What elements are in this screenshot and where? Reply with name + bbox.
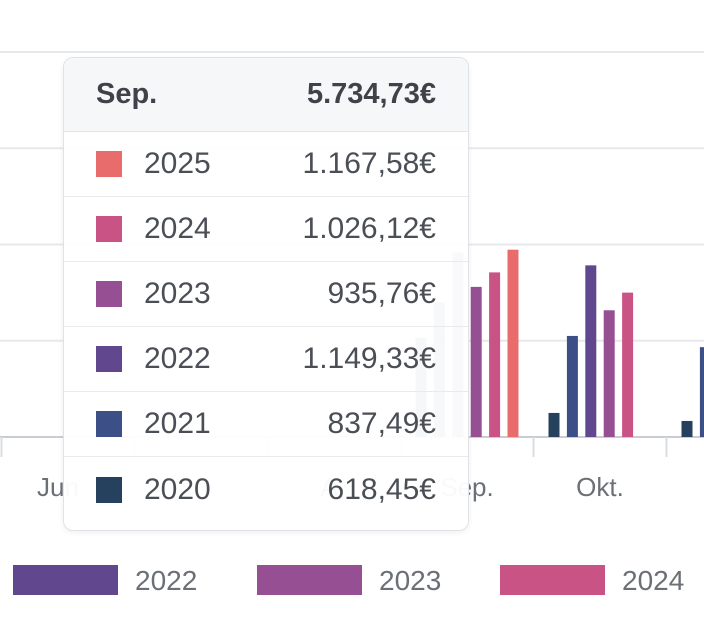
tooltip-value: 1.149,33€ (302, 342, 436, 375)
tooltip-total: 5.734,73€ (306, 78, 436, 110)
tooltip-row-2022: 2022 1.149,33€ (64, 327, 468, 392)
tooltip-year: 2023 (144, 277, 211, 310)
tooltip-swatch (96, 216, 122, 242)
bar-2020-Nov[interactable] (681, 420, 693, 437)
legend-swatch-2023[interactable] (257, 565, 362, 595)
bar-2025-Sep[interactable] (507, 249, 519, 437)
legend-label-2023[interactable]: 2023 (379, 565, 441, 596)
bar-2021-Okt[interactable] (566, 335, 578, 437)
tooltip-swatch (96, 281, 122, 307)
tooltip-year: 2022 (144, 342, 211, 375)
tooltip-row-2025: 2025 1.167,58€ (64, 132, 468, 197)
tooltip-year: 2020 (144, 472, 211, 506)
x-tick-label: Okt. (576, 472, 624, 502)
legend-swatch-2024[interactable] (500, 565, 605, 595)
legend: 2022 2023 2024 (13, 565, 684, 596)
tooltip-value: 618,45€ (327, 472, 436, 506)
bar-2024-Sep[interactable] (489, 272, 501, 437)
tooltip-row-2024: 2024 1.026,12€ (64, 197, 468, 262)
bar-2020-Okt[interactable] (548, 412, 560, 437)
tooltip-year: 2024 (144, 212, 211, 245)
tooltip-swatch (96, 151, 122, 177)
tooltip-swatch (96, 476, 122, 503)
tooltip-row-2020: 2020 618,45€ (64, 457, 468, 522)
legend-swatch-2022[interactable] (13, 565, 118, 595)
bar-2023-Sep[interactable] (470, 286, 482, 437)
bar-2022-Okt[interactable] (585, 265, 597, 437)
legend-label-2024[interactable]: 2024 (622, 565, 684, 596)
bar-2024-Okt[interactable] (622, 292, 634, 437)
tooltip-row-2023: 2023 935,76€ (64, 262, 468, 327)
chart-tooltip: Sep. 5.734,73€ 2025 1.167,58€ 2024 1.026… (63, 57, 469, 531)
legend-label-2022[interactable]: 2022 (135, 565, 197, 596)
tooltip-value: 1.167,58€ (302, 147, 436, 180)
tooltip-value: 837,49€ (327, 407, 436, 440)
tooltip-swatch (96, 411, 122, 437)
tooltip-row-2021: 2021 837,49€ (64, 392, 468, 457)
tooltip-year: 2021 (144, 407, 211, 440)
bar-2023-Okt[interactable] (603, 310, 615, 437)
tooltip-year: 2025 (144, 147, 211, 180)
tooltip-value: 935,76€ (327, 277, 436, 310)
tooltip-title: Sep. (96, 78, 158, 110)
tooltip-swatch (96, 346, 122, 372)
tooltip-value: 1.026,12€ (302, 212, 436, 245)
bar-2021-Nov[interactable] (699, 347, 704, 437)
tooltip-header: Sep. 5.734,73€ (64, 58, 468, 132)
